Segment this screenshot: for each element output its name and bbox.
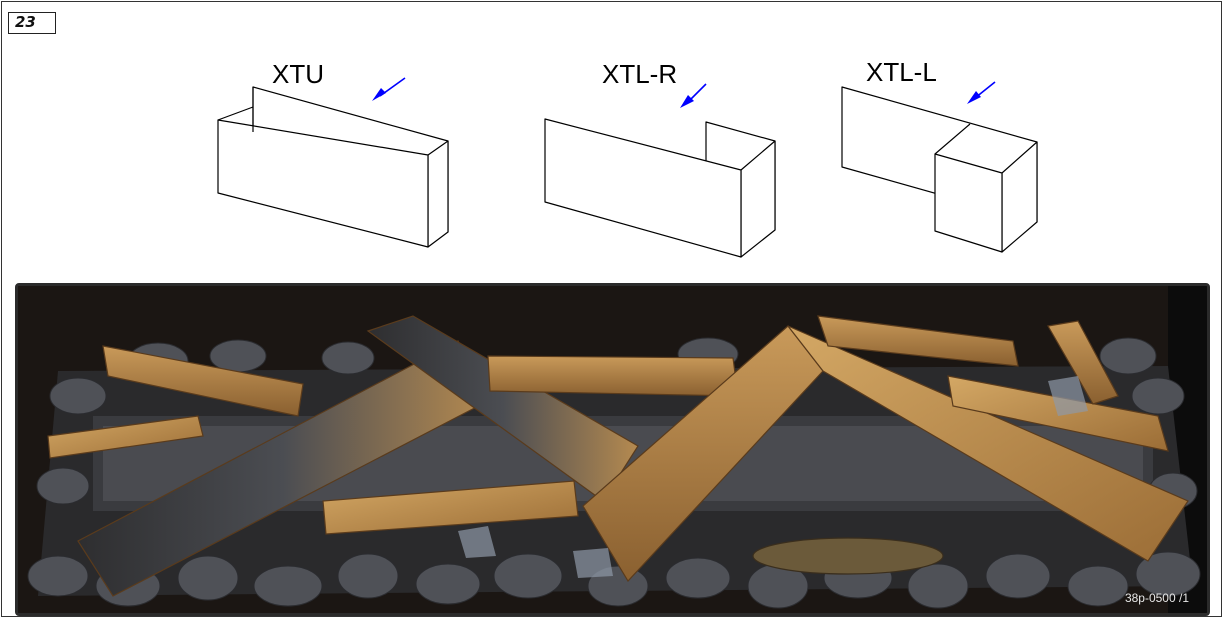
variant-label-xtl-r: XTL-R: [602, 59, 677, 89]
log-set-illustration: [18, 286, 1207, 613]
front-panel: [217, 119, 429, 248]
front-panel: [544, 118, 742, 258]
log-set-photo: 38p-0500 /1: [15, 283, 1210, 616]
variant-xtu: XTU: [217, 59, 449, 248]
arrow-icon: [967, 81, 996, 104]
variant-xtl-l: XTL-L: [841, 57, 1038, 253]
photo-reference-code: 38p-0500 /1: [1124, 591, 1189, 605]
variant-label-xtl-l: XTL-L: [866, 57, 937, 87]
variant-label-xtu: XTU: [272, 59, 324, 89]
step-number: 23: [8, 12, 56, 34]
variant-xtl-r: XTL-R: [544, 59, 776, 258]
right-panel: [427, 140, 449, 248]
front-panel: [934, 153, 1003, 253]
arrow-icon: [372, 77, 406, 101]
variant-diagrams: XTU XTL-R: [217, 57, 1038, 258]
arrow-icon: [680, 83, 707, 108]
